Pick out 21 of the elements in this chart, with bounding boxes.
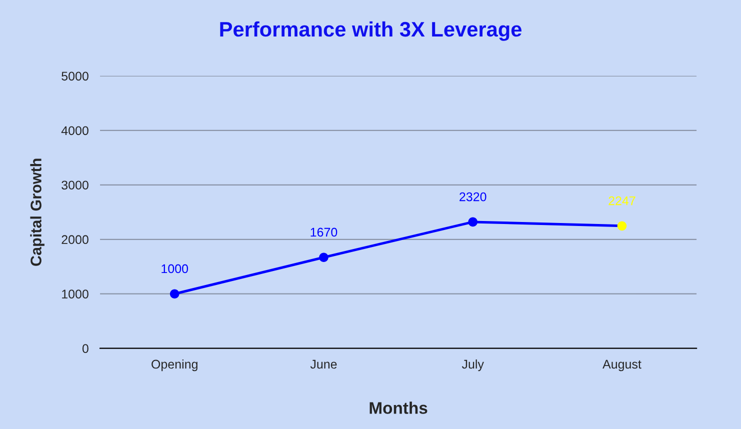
x-tick-label: July	[462, 359, 484, 372]
x-tick-label: June	[310, 360, 337, 369]
x-tick-label: Opening	[152, 359, 198, 372]
y-tick-label: 4000	[61, 126, 88, 136]
point	[468, 217, 478, 227]
chart-title: Performance with 3X Leverage	[220, 21, 522, 41]
point	[617, 221, 627, 231]
x-axis-title: Months	[370, 402, 428, 414]
data-label: 2247	[608, 196, 636, 206]
y-axis-title: Capital Growth	[30, 158, 44, 266]
data-label: 1670	[310, 228, 338, 237]
x-tick-label: August	[602, 360, 642, 372]
y-tick-label: 0	[82, 344, 88, 353]
y-tick-label: 1000	[62, 290, 88, 299]
data-label: 1000	[162, 264, 188, 274]
data-label: 2320	[460, 192, 486, 202]
point	[170, 289, 180, 299]
y-tick-label: 5000	[62, 72, 88, 81]
y-tick-label: 3000	[62, 180, 88, 190]
point	[319, 252, 328, 262]
y-tick-label: 2000	[62, 235, 88, 244]
